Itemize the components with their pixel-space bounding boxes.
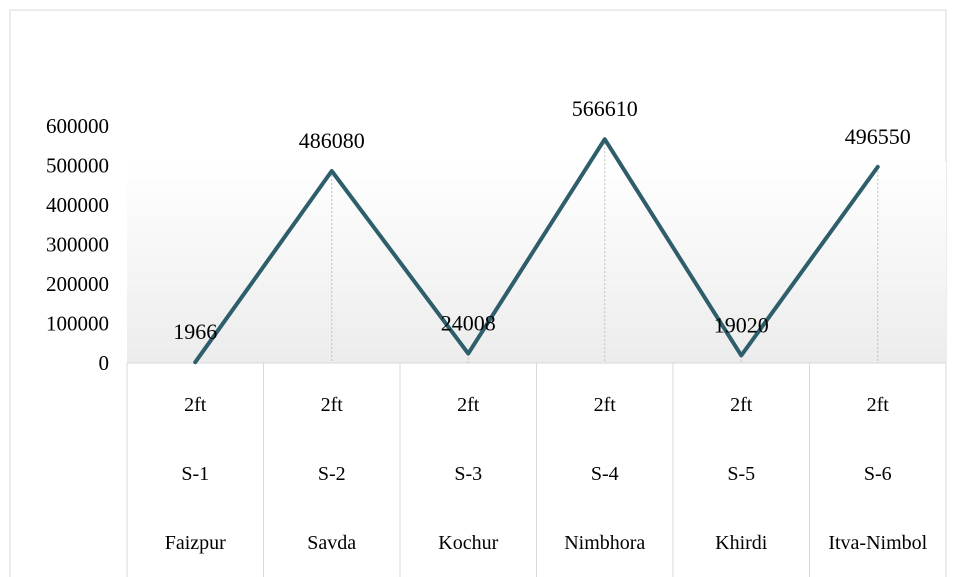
data-label: 486080 (299, 128, 365, 153)
y-tick-label: 300000 (46, 233, 109, 257)
category-label: Kochur (438, 532, 498, 554)
category-label: 2ft (730, 394, 753, 416)
y-tick-label: 400000 (46, 193, 109, 217)
y-tick-label: 200000 (46, 272, 109, 296)
y-tick-label: 0 (99, 351, 110, 375)
data-label: 1966 (173, 319, 217, 344)
series-line (193, 137, 880, 365)
category-label: Itva-Nimbol (828, 532, 927, 554)
category-label: Faizpur (165, 532, 226, 554)
category-label: 2ft (457, 394, 480, 416)
plot-area-background (127, 162, 946, 363)
category-label: 2ft (594, 394, 617, 416)
data-label: 19020 (714, 312, 769, 337)
category-label: Savda (307, 532, 356, 554)
category-label: S-5 (727, 463, 755, 485)
category-label: S-4 (591, 463, 619, 485)
category-label: 2ft (867, 394, 890, 416)
category-label: S-6 (864, 463, 892, 485)
category-label: Khirdi (715, 532, 768, 554)
y-tick-label: 600000 (46, 114, 109, 138)
y-tick-label: 100000 (46, 312, 109, 336)
category-label: 2ft (321, 394, 344, 416)
category-label: 2ft (184, 394, 207, 416)
category-label: Nimbhora (564, 532, 645, 554)
data-label: 496550 (845, 124, 911, 149)
category-label: S-2 (318, 463, 346, 485)
y-tick-label: 500000 (46, 154, 109, 178)
category-label: S-3 (454, 463, 482, 485)
data-label: 566610 (572, 96, 638, 121)
category-label: S-1 (181, 463, 209, 485)
data-label: 24008 (441, 311, 496, 336)
